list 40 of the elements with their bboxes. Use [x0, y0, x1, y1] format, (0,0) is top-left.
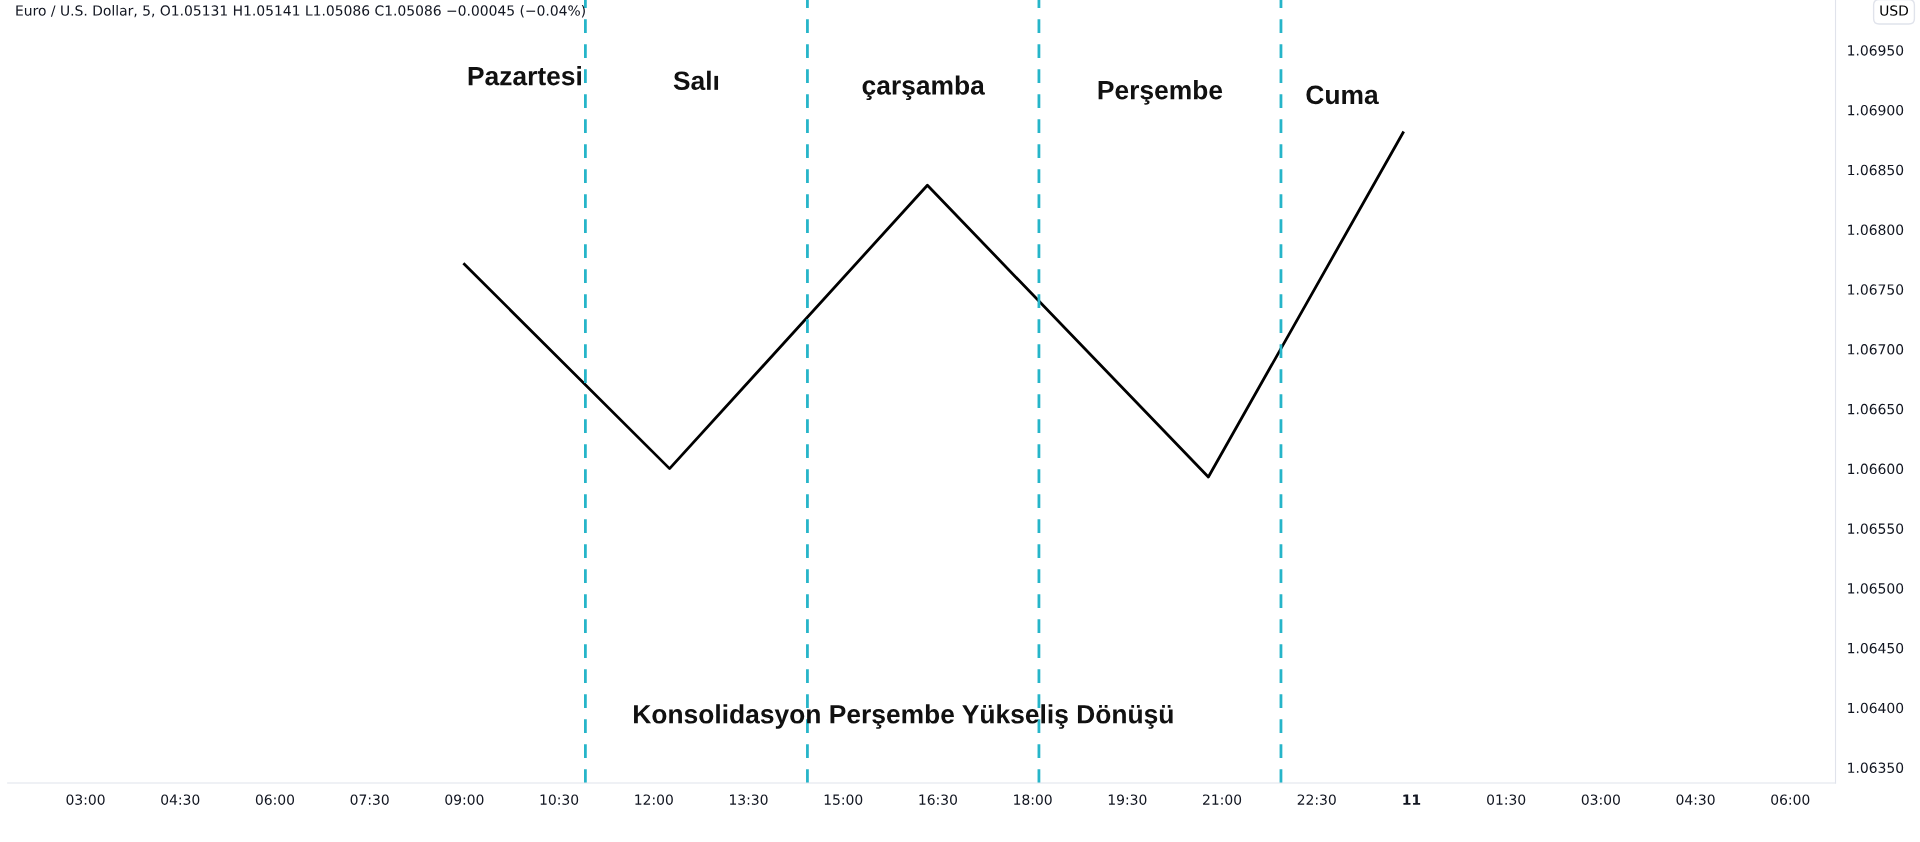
y-tick-label: 1.06400 — [1848, 702, 1904, 714]
x-tick-label: 18:00 — [1014, 794, 1052, 805]
x-tick-label: 12:00 — [635, 794, 673, 805]
x-tick-label: 03:00 — [66, 794, 105, 805]
y-tick-label: 1.06650 — [1848, 403, 1904, 415]
y-tick-label: 1.06350 — [1848, 762, 1904, 773]
annotation: Konsolidasyon Perşembe Yükseliş Dönüşü — [634, 704, 1173, 729]
y-tick-label: 1.06800 — [1848, 224, 1904, 236]
y-tick-label: 1.06450 — [1848, 642, 1904, 654]
y-tick-label: 1.06850 — [1848, 164, 1904, 176]
x-tick-label: 06:00 — [255, 794, 295, 805]
y-tick-label: 1.06550 — [1848, 523, 1904, 534]
y-tick-label: 1.06600 — [1848, 463, 1904, 475]
y-axis-title: USD — [1880, 5, 1909, 16]
annotation: çarşamba — [862, 75, 985, 100]
x-tick-label: 04:30 — [161, 794, 200, 805]
x-tick-label: 22:30 — [1297, 794, 1336, 805]
x-tick-label: 03:00 — [1581, 794, 1620, 805]
x-tick-label: 06:00 — [1771, 794, 1810, 805]
x-tick-label: 16:30 — [919, 794, 957, 805]
y-tick-label: 1.06700 — [1848, 344, 1904, 355]
x-tick-label: 19:30 — [1108, 794, 1147, 805]
y-tick-label: 1.06900 — [1848, 104, 1904, 116]
x-tick-label: 07:30 — [350, 794, 389, 805]
x-tick-label: 09:00 — [445, 794, 484, 805]
x-tick-label: 11 — [1403, 794, 1421, 805]
annotation: Cuma — [1306, 85, 1379, 105]
x-tick-label: 13:30 — [730, 794, 768, 805]
y-tick-label: 1.06750 — [1848, 284, 1904, 295]
annotation: Pazartesi — [468, 66, 581, 86]
x-tick-label: 15:00 — [824, 794, 863, 805]
annotation: Salı — [673, 70, 719, 91]
x-tick-label: 10:30 — [540, 794, 579, 805]
y-tick-label: 1.06500 — [1848, 583, 1904, 594]
x-tick-label: 01:30 — [1487, 794, 1526, 805]
annotation: Perşembe — [1098, 80, 1223, 105]
y-tick-label: 1.06950 — [1848, 45, 1904, 56]
x-tick-label: 21:00 — [1203, 794, 1242, 805]
chart-title: Euro / U.S. Dollar, 5, O1.05131 H1.05141 L1.05086 C1.05086 −0.00045 (−0.04%) — [16, 5, 585, 18]
x-tick-label: 04:30 — [1676, 794, 1715, 805]
